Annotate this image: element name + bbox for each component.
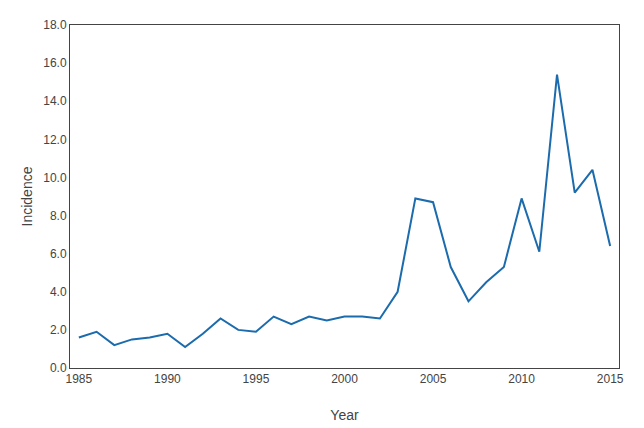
svg-text:0.0: 0.0 [50,361,67,375]
svg-text:2005: 2005 [420,372,447,386]
svg-text:2.0: 2.0 [50,323,67,337]
svg-text:10.0: 10.0 [43,171,67,185]
svg-text:2010: 2010 [508,372,535,386]
svg-text:1990: 1990 [154,372,181,386]
svg-text:1985: 1985 [65,372,92,386]
svg-text:18.0: 18.0 [43,18,67,32]
svg-text:16.0: 16.0 [43,56,67,70]
svg-text:Year: Year [330,407,359,423]
svg-text:14.0: 14.0 [43,94,67,108]
svg-text:8.0: 8.0 [50,209,67,223]
svg-text:2015: 2015 [597,372,624,386]
svg-text:1995: 1995 [243,372,270,386]
svg-text:Incidence: Incidence [19,166,35,226]
svg-text:4.0: 4.0 [50,285,67,299]
svg-text:12.0: 12.0 [43,133,67,147]
svg-text:2000: 2000 [331,372,358,386]
svg-text:6.0: 6.0 [50,247,67,261]
